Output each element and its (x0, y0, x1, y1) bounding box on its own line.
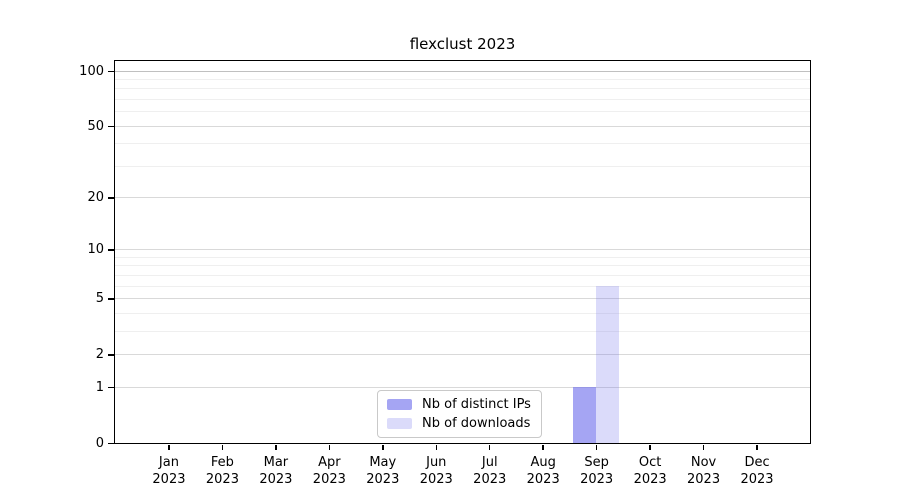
x-tick-label-jan: Jan 2023 (152, 455, 186, 487)
x-tick-label-mar: Mar 2023 (259, 455, 293, 487)
legend-item-downloads: Nb of downloads (387, 416, 531, 431)
gridline-minor-3 (115, 330, 810, 332)
y-tick-label-50: 50 (87, 118, 104, 134)
legend-label-downloads: Nb of downloads (422, 416, 531, 431)
bar-nb-of-downloads-sep (596, 286, 620, 443)
y-tick-label-2: 2 (95, 346, 104, 362)
y-tick-label-0: 0 (95, 435, 104, 451)
x-tick-nov (702, 445, 705, 450)
x-tick-may (382, 445, 384, 450)
gridline-minor-4 (115, 312, 810, 314)
x-tick-label-may: May 2023 (366, 455, 400, 487)
gridline-major-5 (115, 298, 810, 300)
legend: Nb of distinct IPs Nb of downloads (377, 390, 542, 438)
x-tick-label-jul: Jul 2023 (473, 455, 507, 487)
gridline-major-10 (115, 249, 810, 251)
x-tick-sep (595, 445, 598, 450)
bar-nb-of-distinct-ips-sep (573, 387, 597, 443)
legend-item-distinct-ips: Nb of distinct IPs (387, 397, 531, 412)
gridline-major-2 (115, 353, 810, 355)
x-tick-jul (488, 445, 491, 450)
gridline-major-1 (115, 386, 810, 388)
y-tick-label-20: 20 (87, 190, 104, 206)
plot-area (114, 60, 811, 444)
y-tick-5 (108, 298, 114, 300)
gridline-minor-7 (115, 274, 810, 276)
legend-swatch-downloads (387, 418, 412, 429)
x-tick-label-dec: Dec 2023 (740, 455, 774, 487)
gridline-major-20 (115, 197, 810, 199)
y-tick-1 (108, 386, 114, 389)
y-tick-0 (108, 442, 114, 445)
x-tick-label-jun: Jun 2023 (419, 455, 453, 487)
x-tick-label-oct: Oct 2023 (633, 455, 667, 487)
y-tick-label-100: 100 (79, 63, 104, 79)
y-tick-label-1: 1 (95, 379, 104, 395)
gridline-minor-30 (115, 165, 810, 167)
y-tick-10 (108, 249, 114, 251)
legend-swatch-distinct-ips (387, 399, 412, 410)
x-tick-label-feb: Feb 2023 (205, 455, 239, 487)
gridline-minor-80 (115, 88, 810, 90)
x-tick-dec (756, 445, 758, 450)
y-tick-label-10: 10 (87, 242, 104, 258)
y-tick-50 (108, 125, 114, 128)
gridline-minor-9 (115, 256, 810, 258)
legend-label-distinct-ips: Nb of distinct IPs (422, 397, 531, 412)
y-tick-20 (108, 197, 114, 199)
gridline-minor-90 (115, 78, 810, 80)
gridline-minor-40 (115, 143, 810, 145)
x-tick-aug (542, 445, 544, 450)
y-tick-label-5: 5 (95, 291, 104, 307)
x-tick-label-apr: Apr 2023 (312, 455, 346, 487)
x-tick-oct (649, 445, 651, 450)
x-tick-label-sep: Sep 2023 (580, 455, 614, 487)
x-tick-feb (221, 445, 224, 450)
x-tick-jan (168, 445, 170, 450)
gridline-minor-60 (115, 111, 810, 113)
gridline-minor-6 (115, 285, 810, 287)
gridline-minor-8 (115, 265, 810, 267)
x-tick-label-aug: Aug 2023 (526, 455, 560, 487)
x-tick-label-nov: Nov 2023 (687, 455, 721, 487)
y-tick-2 (108, 354, 114, 356)
x-tick-apr (328, 445, 331, 450)
gridline-major-50 (115, 125, 810, 127)
gridline-major-100 (115, 70, 810, 72)
x-tick-mar (275, 445, 277, 450)
y-tick-100 (108, 70, 114, 73)
gridline-minor-70 (115, 98, 810, 100)
chart-title: flexclust 2023 (409, 35, 516, 53)
x-tick-jun (435, 445, 438, 450)
